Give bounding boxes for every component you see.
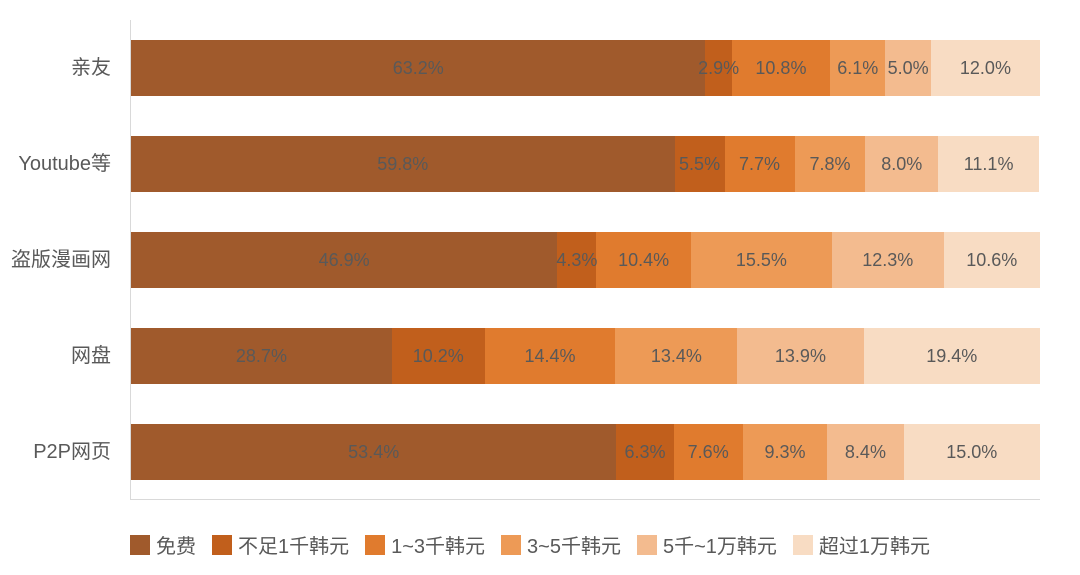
legend-label: 免费 [156,530,196,559]
legend-item: 3~5千韩元 [501,530,621,559]
legend-swatch [212,535,232,555]
legend-item: 超过1万韩元 [793,530,930,559]
bar-segment-gt10k: 19.4% [864,328,1040,384]
y-axis-label: P2P网页 [1,440,121,464]
bar-segment-gt10k: 12.0% [931,40,1040,96]
bar-segment-free: 53.4% [131,424,616,480]
bar-segment-lt1k: 5.5% [675,136,725,192]
bar-segment-1to3k: 7.7% [725,136,795,192]
bar-segment-3to5k: 6.1% [830,40,885,96]
bar-segment-5to10k: 8.4% [827,424,903,480]
bar-segment-free: 59.8% [131,136,675,192]
legend-label: 不足1千韩元 [238,530,349,559]
legend-swatch [130,535,150,555]
y-axis-label: Youtube等 [1,152,121,176]
bar-segment-lt1k: 4.3% [557,232,596,288]
legend-item: 5千~1万韩元 [637,530,777,559]
bar-track: 63.2% 2.9% 10.8% 6.1% 5.0% 12.0% [131,40,1040,96]
bar-segment-lt1k: 2.9% [705,40,731,96]
legend-label: 1~3千韩元 [391,530,485,559]
legend: 免费 不足1千韩元 1~3千韩元 3~5千韩元 5千~1万韩元 超过1万韩元 [10,530,1050,559]
legend-item: 1~3千韩元 [365,530,485,559]
bar-segment-5to10k: 12.3% [832,232,944,288]
bar-segment-1to3k: 10.4% [596,232,691,288]
bar-segment-free: 46.9% [131,232,557,288]
bar-segment-gt10k: 10.6% [944,232,1040,288]
bar-row: P2P网页 53.4% 6.3% 7.6% 9.3% 8.4% 15.0% [131,404,1040,500]
legend-item: 免费 [130,530,196,559]
legend-label: 超过1万韩元 [819,530,930,559]
legend-swatch [365,535,385,555]
plot-area: 亲友 63.2% 2.9% 10.8% 6.1% 5.0% 12.0% Yout… [130,20,1040,500]
bar-track: 59.8% 5.5% 7.7% 7.8% 8.0% 11.1% [131,136,1040,192]
bar-track: 53.4% 6.3% 7.6% 9.3% 8.4% 15.0% [131,424,1040,480]
bar-track: 46.9% 4.3% 10.4% 15.5% 12.3% 10.6% [131,232,1040,288]
y-axis-label: 网盘 [1,344,121,368]
bar-segment-lt1k: 6.3% [616,424,673,480]
bar-segment-3to5k: 13.4% [615,328,737,384]
bar-segment-1to3k: 14.4% [485,328,616,384]
bar-segment-5to10k: 8.0% [865,136,938,192]
legend-swatch [793,535,813,555]
legend-swatch [637,535,657,555]
legend-item: 不足1千韩元 [212,530,349,559]
bar-row: 网盘 28.7% 10.2% 14.4% 13.4% 13.9% 19.4% [131,308,1040,404]
legend-label: 5千~1万韩元 [663,530,777,559]
bar-row: 盗版漫画网 46.9% 4.3% 10.4% 15.5% 12.3% 10.6% [131,212,1040,308]
bar-segment-gt10k: 11.1% [938,136,1039,192]
bar-segment-3to5k: 7.8% [795,136,866,192]
bar-row: Youtube等 59.8% 5.5% 7.7% 7.8% 8.0% 11.1% [131,116,1040,212]
bar-segment-5to10k: 5.0% [885,40,930,96]
y-axis-label: 亲友 [1,56,121,80]
legend-label: 3~5千韩元 [527,530,621,559]
bar-segment-5to10k: 13.9% [737,328,863,384]
bar-segment-free: 28.7% [131,328,392,384]
bar-segment-3to5k: 15.5% [691,232,832,288]
bar-segment-3to5k: 9.3% [743,424,828,480]
y-axis-label: 盗版漫画网 [1,248,121,272]
stacked-bar-chart: 亲友 63.2% 2.9% 10.8% 6.1% 5.0% 12.0% Yout… [0,0,1080,575]
legend-swatch [501,535,521,555]
bar-segment-1to3k: 7.6% [674,424,743,480]
bar-track: 28.7% 10.2% 14.4% 13.4% 13.9% 19.4% [131,328,1040,384]
bar-segment-lt1k: 10.2% [392,328,485,384]
bar-row: 亲友 63.2% 2.9% 10.8% 6.1% 5.0% 12.0% [131,20,1040,116]
bar-segment-1to3k: 10.8% [732,40,830,96]
bar-segment-free: 63.2% [131,40,705,96]
bar-segment-gt10k: 15.0% [904,424,1040,480]
